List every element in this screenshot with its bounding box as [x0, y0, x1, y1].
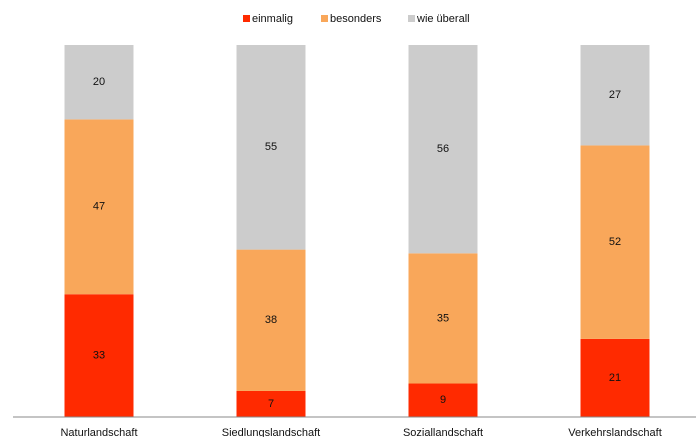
bar-segment — [580, 338, 650, 417]
bar-segment — [580, 145, 650, 339]
bar-segment — [236, 45, 306, 250]
x-tick-label: Siedlungslandschaft — [222, 427, 320, 437]
bar-segment — [580, 45, 650, 146]
legend-label: wie überall — [416, 13, 470, 25]
bar-segment — [408, 45, 478, 254]
value-label: 56 — [437, 143, 449, 155]
value-label: 55 — [265, 141, 277, 153]
value-label: 20 — [93, 76, 105, 88]
bar-segment — [236, 390, 306, 417]
value-label: 27 — [609, 89, 621, 101]
bar-segment — [408, 383, 478, 417]
bar-segment — [64, 119, 134, 295]
bar-segment — [236, 249, 306, 391]
legend-swatch — [243, 15, 250, 22]
value-label: 35 — [437, 312, 449, 324]
x-tick-label: Soziallandschaft — [403, 427, 483, 437]
legend-label: besonders — [330, 13, 382, 25]
x-tick-label: Naturlandschaft — [60, 427, 137, 437]
value-label: 38 — [265, 314, 277, 326]
value-label: 7 — [268, 398, 274, 410]
bar-segment — [408, 253, 478, 384]
value-label: 52 — [609, 236, 621, 248]
bar-segment — [64, 294, 134, 417]
x-tick-label: Verkehrslandschaft — [568, 427, 662, 437]
legend-label: einmalig — [252, 13, 293, 25]
value-label: 21 — [609, 372, 621, 384]
value-label: 9 — [440, 394, 446, 406]
value-label: 47 — [93, 201, 105, 213]
legend-swatch — [408, 15, 415, 22]
bar-segment — [64, 45, 134, 120]
value-label: 33 — [93, 350, 105, 362]
legend-swatch — [321, 15, 328, 22]
